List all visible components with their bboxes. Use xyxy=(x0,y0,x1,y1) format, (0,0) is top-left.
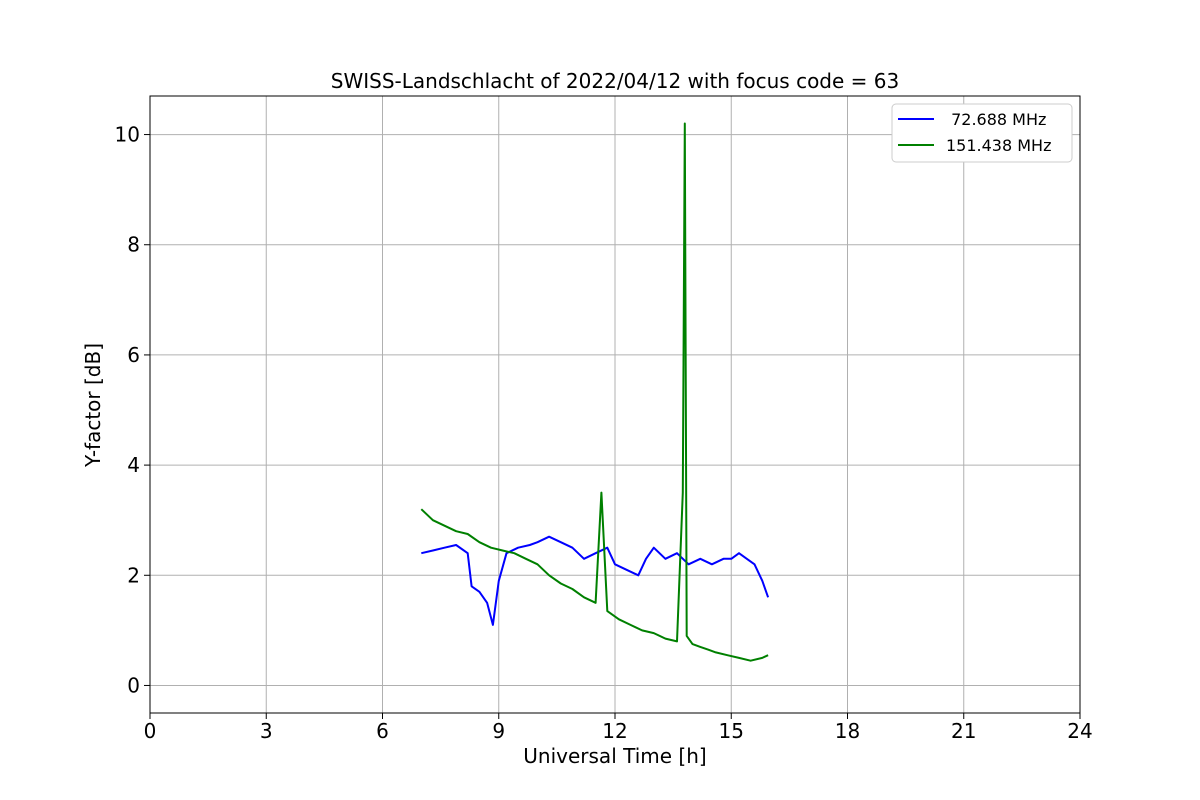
y-tick-label: 2 xyxy=(127,563,140,587)
x-axis-label: Universal Time [h] xyxy=(523,744,706,768)
y-tick-label: 10 xyxy=(115,123,140,147)
x-tick-label: 21 xyxy=(951,719,976,743)
series-line-1 xyxy=(421,535,770,626)
legend-label-series-2: 151.438 MHz xyxy=(946,136,1051,155)
x-tick-label: 3 xyxy=(260,719,273,743)
y-axis-label: Y-factor [dB] xyxy=(81,343,105,468)
y-tick-label: 6 xyxy=(127,343,140,367)
y-tick-label: 4 xyxy=(127,453,140,477)
grid xyxy=(149,96,1081,713)
x-tick-label: 15 xyxy=(719,719,744,743)
y-tick-label: 8 xyxy=(127,233,140,257)
x-tick-label: 9 xyxy=(492,719,505,743)
series-layer xyxy=(420,122,770,662)
legend: 72.688 MHz 151.438 MHz xyxy=(891,103,1073,163)
legend-label-series-1: 72.688 MHz xyxy=(946,110,1046,129)
chart-title: SWISS-Landschlacht of 2022/04/12 with fo… xyxy=(331,69,899,93)
x-tick-label: 12 xyxy=(602,719,627,743)
legend-box xyxy=(891,103,1073,163)
x-tick-label: 18 xyxy=(835,719,860,743)
y-tick-label: 0 xyxy=(127,673,140,697)
x-tick-label: 6 xyxy=(376,719,389,743)
x-tick-label: 0 xyxy=(144,719,157,743)
series-line-2 xyxy=(420,122,769,662)
x-tick-label: 24 xyxy=(1067,719,1092,743)
